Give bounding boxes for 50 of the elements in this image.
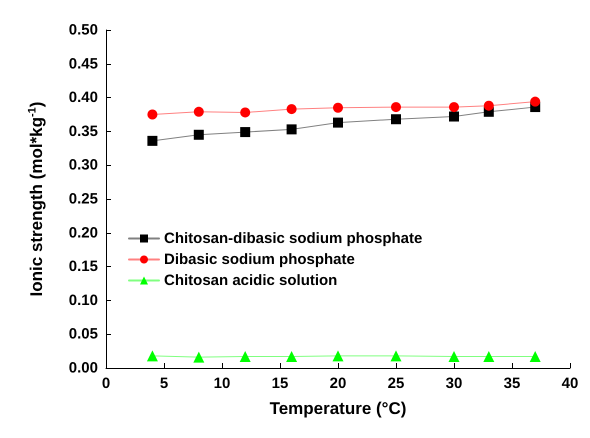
y-tick-label: 0.45 — [68, 55, 98, 72]
x-tick-label: 10 — [214, 375, 230, 392]
point — [484, 100, 494, 111]
legend-label: Dibasic sodium phosphate — [164, 251, 355, 268]
point — [449, 102, 459, 112]
point — [193, 352, 204, 363]
point — [286, 104, 297, 114]
point — [391, 114, 401, 124]
legend-label: Chitosan acidic solution — [164, 272, 338, 289]
y-tick-label: 0.25 — [68, 190, 98, 208]
x-tick-label: 40 — [562, 375, 578, 392]
x-tick-label: 30 — [446, 375, 462, 392]
y-tick-label: 0.30 — [68, 156, 98, 174]
point — [530, 351, 541, 362]
x-tick-label: 20 — [330, 375, 346, 392]
x-axis-title: Temperature (°C) — [270, 399, 406, 418]
point — [391, 102, 401, 112]
point — [147, 110, 158, 120]
point — [448, 351, 460, 362]
point — [240, 351, 251, 362]
point — [332, 350, 344, 362]
point — [147, 136, 158, 146]
y-axis-title: Ionic strength (mol*kg-1) — [26, 102, 46, 296]
point — [530, 96, 540, 107]
y-tick-label: 0.35 — [68, 122, 98, 140]
point — [194, 130, 204, 140]
y-tick-label: 0.15 — [68, 258, 98, 276]
point — [240, 127, 250, 138]
point — [390, 350, 402, 362]
x-tick-label: 25 — [388, 375, 404, 392]
y-tick-label: 0.00 — [68, 360, 98, 376]
x-tick-label: 35 — [504, 375, 520, 392]
legend-label: Chitosan-dibasic sodium phosphate — [164, 230, 422, 247]
point — [449, 112, 459, 122]
y-tick-label: 0.50 — [68, 22, 98, 38]
y-tick-label: 0.20 — [68, 224, 98, 242]
y-tick-label: 0.10 — [68, 292, 98, 309]
point — [194, 106, 204, 117]
point — [483, 351, 494, 362]
point — [146, 350, 158, 362]
x-tick-label: 15 — [272, 375, 288, 392]
x-tick-label: 0 — [102, 375, 110, 392]
point — [333, 102, 343, 113]
y-tick-label: 0.40 — [68, 89, 98, 106]
point — [333, 118, 343, 128]
y-tick-label: 0.05 — [68, 326, 98, 343]
point — [286, 351, 298, 362]
x-tick-label: 5 — [160, 375, 168, 392]
point — [240, 107, 250, 118]
point — [286, 124, 297, 134]
